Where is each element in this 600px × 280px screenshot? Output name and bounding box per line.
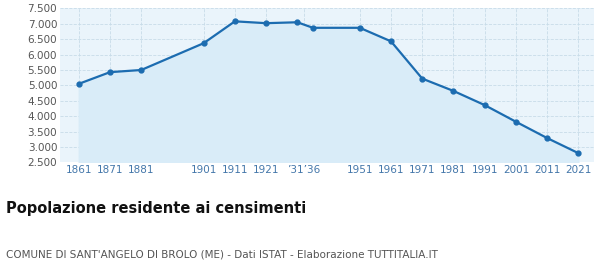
Text: COMUNE DI SANT'ANGELO DI BROLO (ME) - Dati ISTAT - Elaborazione TUTTITALIA.IT: COMUNE DI SANT'ANGELO DI BROLO (ME) - Da…	[6, 249, 438, 260]
Text: Popolazione residente ai censimenti: Popolazione residente ai censimenti	[6, 201, 306, 216]
